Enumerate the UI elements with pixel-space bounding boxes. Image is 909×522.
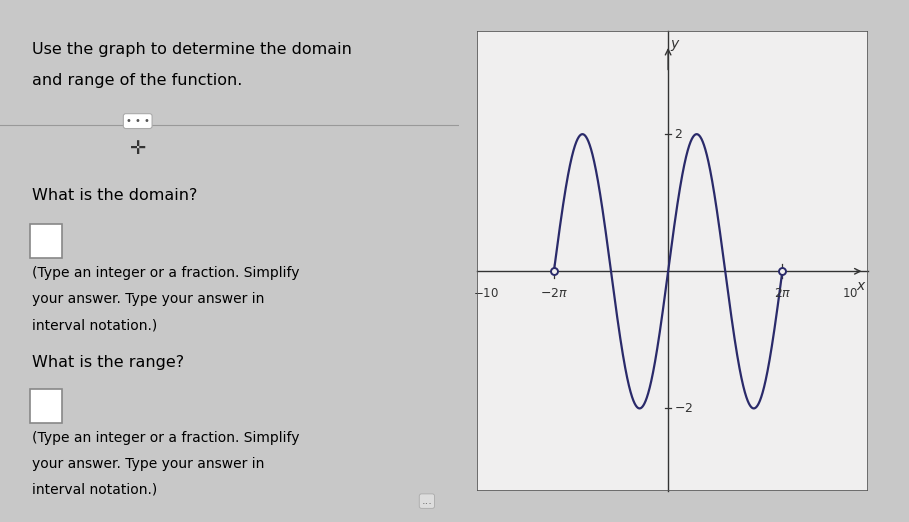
Text: • • •: • • • xyxy=(125,116,150,126)
Text: interval notation.): interval notation.) xyxy=(32,483,157,497)
Text: x: x xyxy=(856,279,865,293)
Text: $2$: $2$ xyxy=(674,128,683,140)
Text: What is the range?: What is the range? xyxy=(32,355,185,370)
Text: y: y xyxy=(670,38,679,52)
Text: (Type an integer or a fraction. Simplify: (Type an integer or a fraction. Simplify xyxy=(32,266,300,280)
Text: $-2$: $-2$ xyxy=(674,402,694,415)
Text: (Type an integer or a fraction. Simplify: (Type an integer or a fraction. Simplify xyxy=(32,431,300,445)
Text: interval notation.): interval notation.) xyxy=(32,318,157,333)
Text: ✛: ✛ xyxy=(129,139,146,158)
Text: your answer. Type your answer in: your answer. Type your answer in xyxy=(32,292,265,306)
Text: Use the graph to determine the domain: Use the graph to determine the domain xyxy=(32,42,352,57)
Text: $2\pi$: $2\pi$ xyxy=(774,287,791,300)
Text: and range of the function.: and range of the function. xyxy=(32,73,243,88)
Text: $-10$: $-10$ xyxy=(474,287,499,300)
FancyBboxPatch shape xyxy=(30,389,62,423)
Text: $10$: $10$ xyxy=(842,287,858,300)
Text: $-2\pi$: $-2\pi$ xyxy=(540,287,568,300)
FancyBboxPatch shape xyxy=(30,224,62,258)
Text: What is the domain?: What is the domain? xyxy=(32,188,197,203)
Text: your answer. Type your answer in: your answer. Type your answer in xyxy=(32,457,265,471)
Text: ...: ... xyxy=(422,496,433,506)
